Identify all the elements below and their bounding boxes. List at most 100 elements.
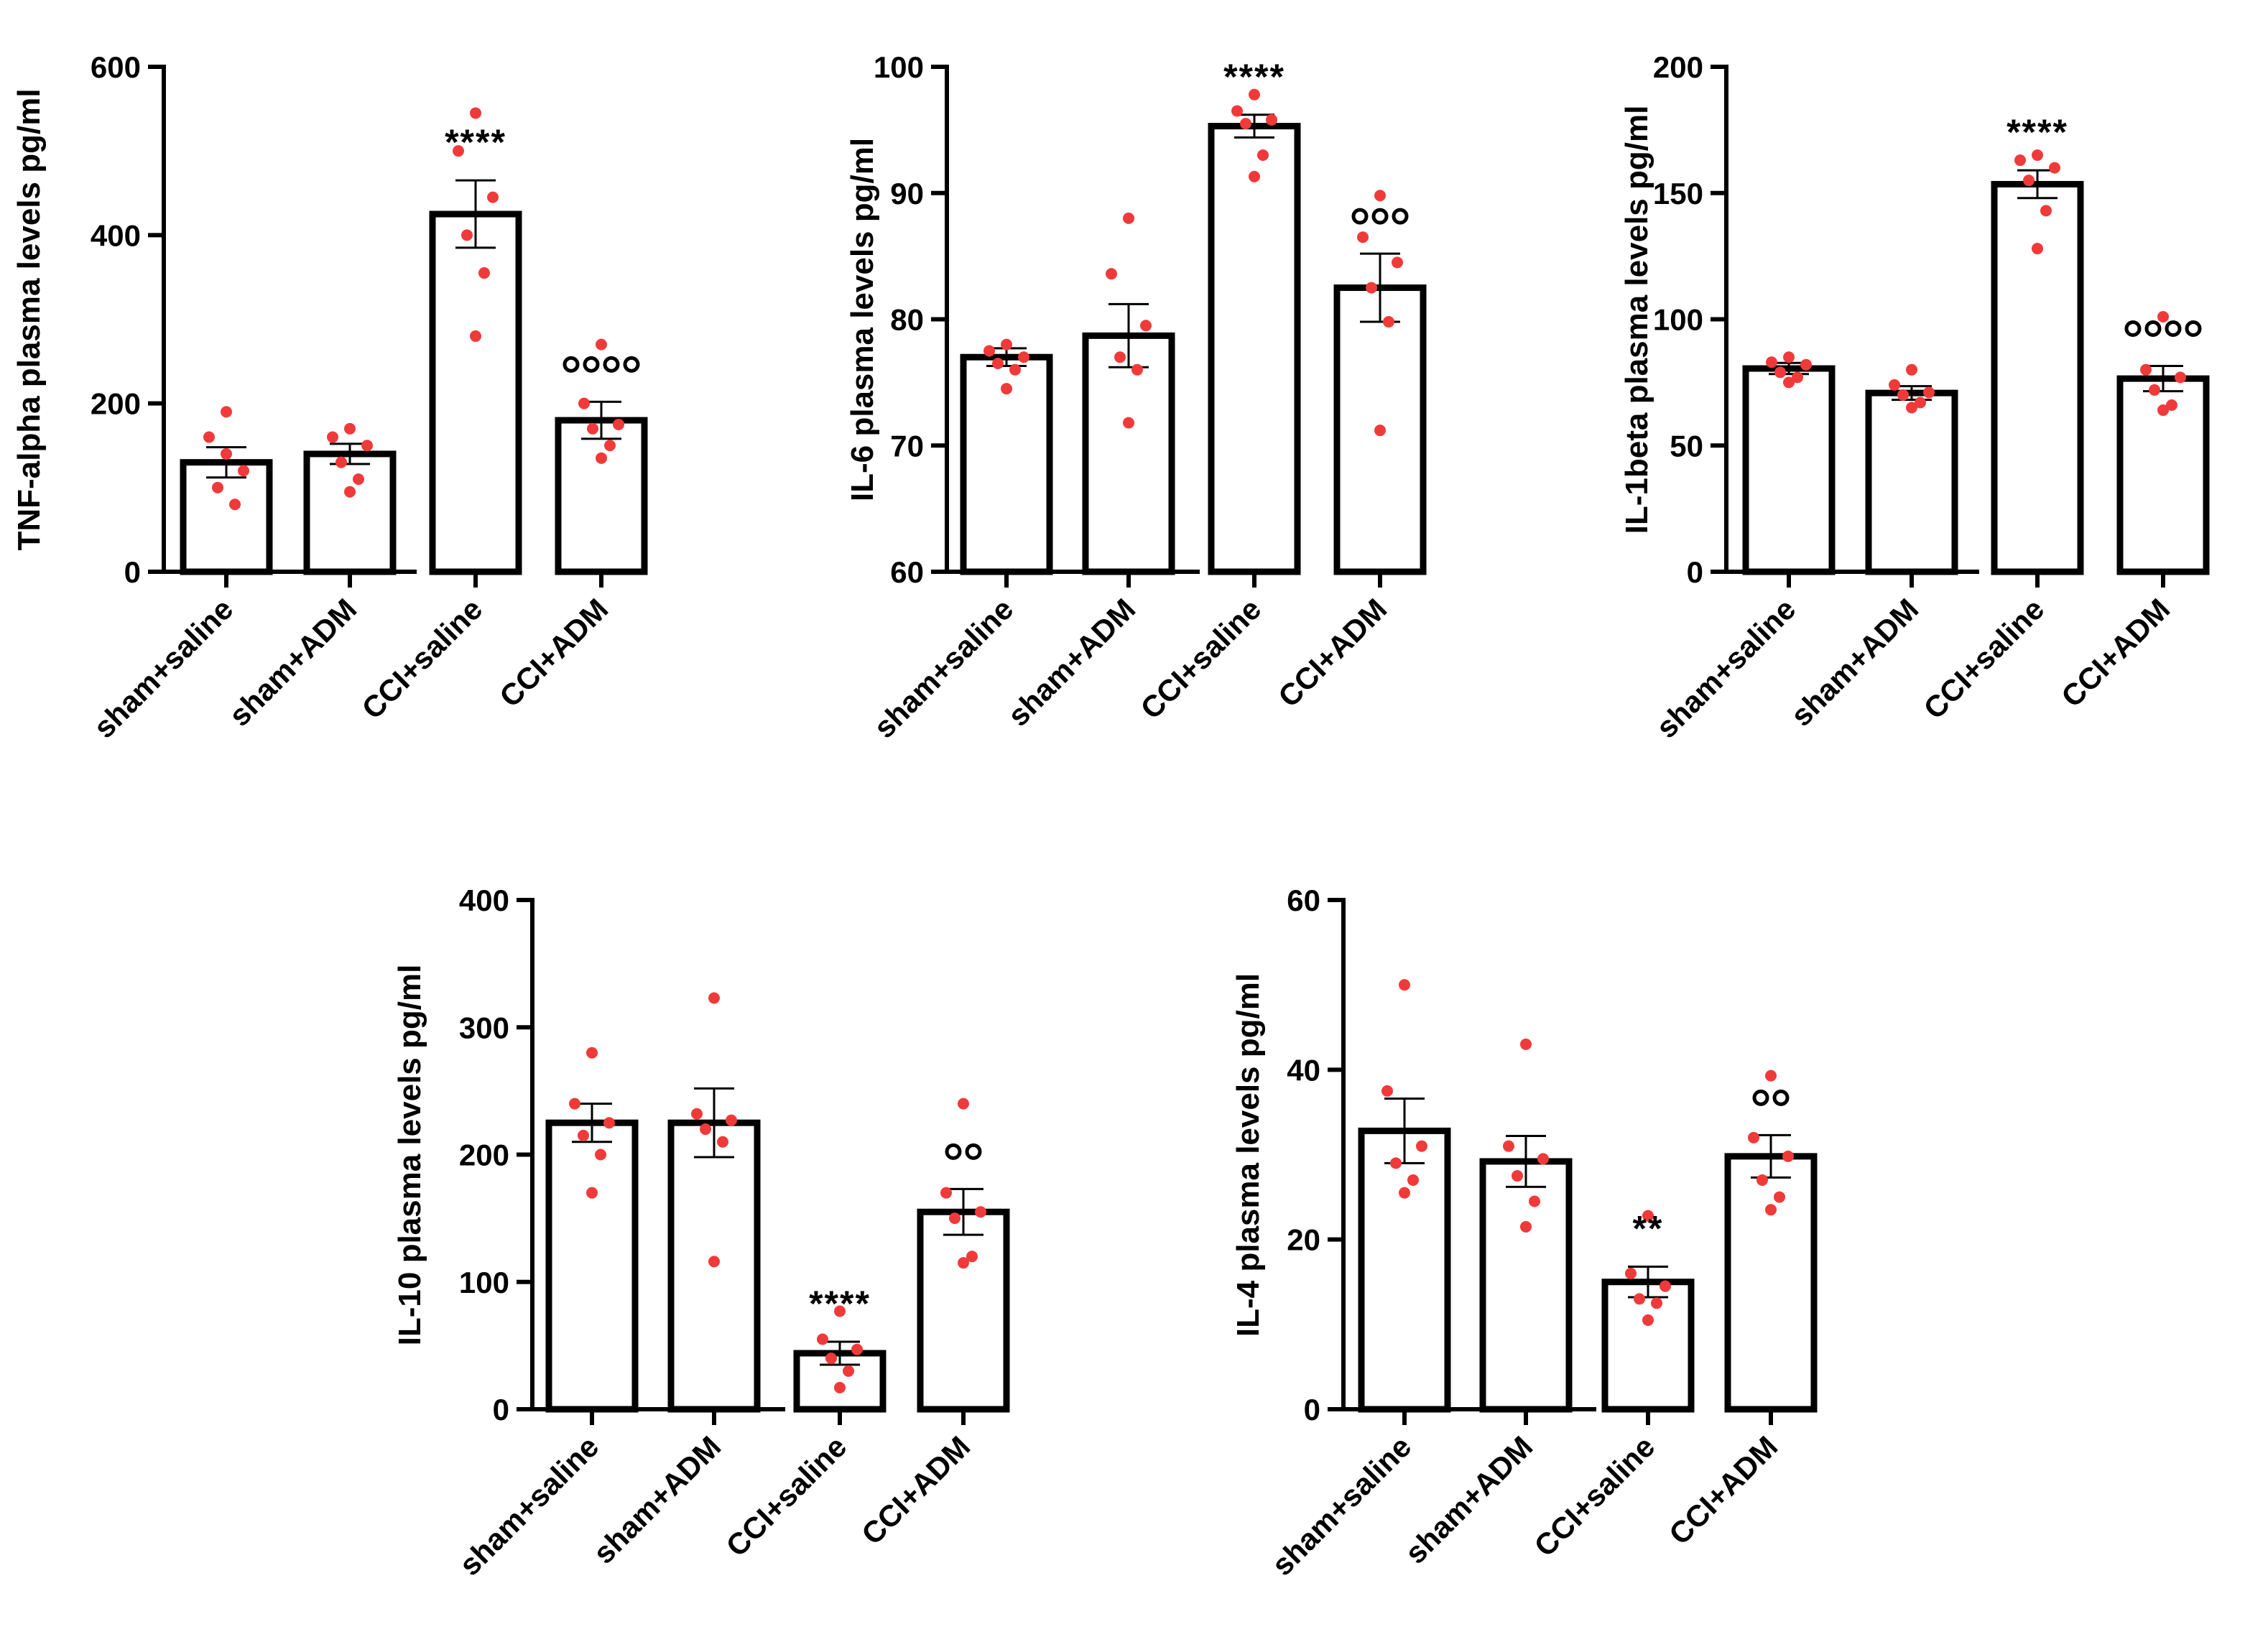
data-point xyxy=(717,1136,728,1148)
data-point xyxy=(2157,404,2169,417)
data-point xyxy=(975,1206,986,1218)
data-point xyxy=(966,1251,978,1263)
data-point xyxy=(344,422,356,435)
data-point xyxy=(983,345,995,357)
data-point xyxy=(478,267,490,279)
y-tick-label: 90 xyxy=(890,177,924,210)
data-point xyxy=(1765,1070,1777,1082)
data-point xyxy=(1266,113,1277,126)
data-point xyxy=(2014,154,2026,167)
bar xyxy=(917,1208,1010,1413)
data-point xyxy=(1374,424,1386,437)
data-point xyxy=(691,1108,703,1120)
significance-circle xyxy=(563,356,580,373)
y-tick-label: 150 xyxy=(1653,177,1703,210)
data-point xyxy=(569,1098,580,1110)
data-point xyxy=(1114,351,1126,363)
data-point xyxy=(1660,1280,1671,1292)
data-point xyxy=(1915,396,1926,409)
data-point xyxy=(586,1047,598,1059)
data-point xyxy=(361,440,373,452)
significance-circle xyxy=(965,1143,982,1160)
bar xyxy=(1601,1279,1695,1413)
data-point xyxy=(229,498,241,511)
y-tick-label: 60 xyxy=(1287,883,1320,917)
significance-circle xyxy=(1371,208,1389,225)
data-point xyxy=(1765,1204,1777,1216)
data-point xyxy=(708,992,720,1004)
data-point xyxy=(461,229,473,241)
data-point xyxy=(1009,363,1021,376)
significance-circle xyxy=(1351,208,1369,225)
data-point xyxy=(1774,1191,1785,1203)
data-point xyxy=(1001,383,1012,395)
significance-circle xyxy=(2144,320,2162,338)
data-point xyxy=(851,1343,863,1355)
data-point xyxy=(726,1114,737,1126)
data-point xyxy=(1642,1314,1654,1326)
data-point xyxy=(595,1149,606,1161)
data-point xyxy=(1123,417,1134,429)
data-point xyxy=(1651,1297,1662,1309)
data-point xyxy=(1383,316,1394,328)
significance-vs-cci-saline xyxy=(945,1143,982,1160)
data-point xyxy=(1366,282,1377,294)
bar xyxy=(180,459,273,575)
bar xyxy=(1208,123,1301,575)
data-point xyxy=(1231,105,1243,117)
data-point xyxy=(2140,363,2152,376)
y-tick-label: 200 xyxy=(91,387,141,421)
data-point xyxy=(1399,1187,1410,1199)
significance-circle xyxy=(1392,208,1409,225)
data-point xyxy=(992,358,1004,370)
data-point xyxy=(1782,1150,1794,1162)
significance-vs-cci-saline xyxy=(1351,208,1409,225)
y-tick-label: 20 xyxy=(1287,1223,1320,1257)
bar xyxy=(1991,180,2084,575)
bar xyxy=(1358,1127,1451,1413)
data-point xyxy=(238,465,249,477)
significance-vs-sham: **** xyxy=(809,1284,871,1324)
bar xyxy=(429,210,522,575)
data-point xyxy=(708,1256,720,1268)
data-point xyxy=(1889,379,1900,391)
significance-vs-sham: **** xyxy=(1223,57,1285,97)
data-point xyxy=(1520,1038,1532,1050)
data-point xyxy=(1923,386,1935,399)
data-point xyxy=(1249,88,1260,101)
y-axis-title: IL-4 plasma levels pg/ml xyxy=(1231,973,1266,1337)
data-point xyxy=(353,473,364,486)
y-tick-label: 70 xyxy=(890,429,924,463)
data-point xyxy=(1800,358,1812,371)
data-point xyxy=(1392,256,1403,269)
data-point xyxy=(221,406,232,418)
significance-circle xyxy=(623,356,640,373)
data-point xyxy=(1399,979,1410,991)
data-point xyxy=(1390,1157,1402,1169)
data-point xyxy=(1783,351,1795,363)
significance-vs-cci-saline xyxy=(563,356,640,373)
data-point xyxy=(487,191,499,203)
y-tick-label: 600 xyxy=(91,50,141,84)
y-axis-title: TNF-alpha plasma levels pg/ml xyxy=(11,88,47,550)
data-point xyxy=(2166,399,2177,412)
data-point xyxy=(1766,356,1777,368)
data-point xyxy=(1131,363,1143,376)
significance-circle xyxy=(2124,320,2142,338)
data-point xyxy=(221,447,232,460)
y-tick-label: 0 xyxy=(124,555,141,589)
data-point xyxy=(1503,1140,1514,1152)
bar xyxy=(1479,1158,1573,1413)
data-point xyxy=(1374,190,1386,202)
significance-circle xyxy=(945,1143,962,1160)
data-point xyxy=(1106,268,1117,280)
bar xyxy=(1082,332,1175,575)
bar xyxy=(303,450,397,575)
bar xyxy=(1742,365,1836,575)
bar xyxy=(1865,389,1958,575)
y-tick-label: 100 xyxy=(874,50,924,84)
data-point xyxy=(834,1305,846,1317)
data-point xyxy=(604,440,616,452)
